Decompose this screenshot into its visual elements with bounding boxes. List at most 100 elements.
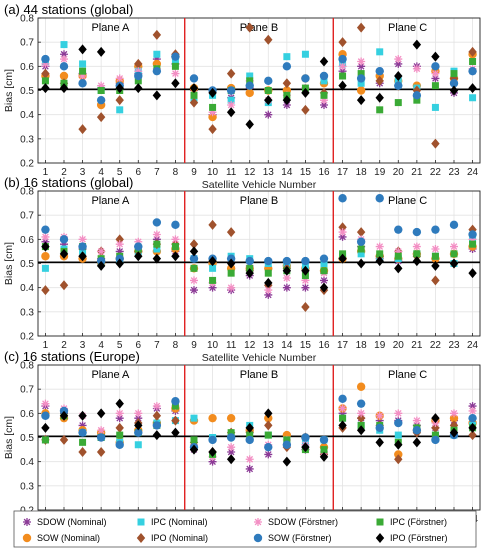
data-point-diamond [208,87,217,98]
y-tick-label: 0.2 [20,332,34,343]
data-point-circle [394,225,403,234]
data-point-diamond [171,78,180,89]
data-point-asterisk [431,245,440,253]
x-tick-label: 11 [226,340,237,351]
data-point-diamond [134,420,143,431]
data-point-asterisk [320,101,328,109]
data-point-asterisk [394,247,403,256]
plane-label: Plane A [91,195,130,207]
data-point-circle [78,428,87,437]
data-point-asterisk [357,57,366,66]
x-tick-label: 20 [393,340,405,351]
x-tick-label: 16 [318,340,330,351]
data-point-circle [78,242,87,251]
legend-box [13,510,477,548]
data-point-asterisk [171,69,180,78]
data-point-diamond [96,46,106,57]
y-tick-label: 0.4 [20,283,34,294]
data-point-asterisk [60,55,68,64]
data-point-circle [301,433,310,442]
x-tick-label: 2 [61,340,67,351]
data-point-circle [449,79,459,88]
data-point-diamond [356,22,366,33]
data-point-diamond [41,83,50,94]
data-point-diamond [171,251,180,262]
data-point-asterisk [115,409,124,418]
data-point-square [376,48,384,56]
data-point-square [153,240,161,248]
data-point-diamond [245,119,254,130]
y-tick-label: 0.8 [20,187,34,198]
data-point-diamond [115,422,124,433]
data-point-circle [245,256,254,266]
legend-label: IPC (Förstner) [390,517,447,527]
data-point-asterisk [338,409,347,418]
data-point-diamond [226,258,236,269]
x-tick-label: 15 [300,340,312,351]
legend-item: SDOW (Nominal) [23,517,107,527]
legend-marker-circle [253,533,263,543]
data-point-square [357,79,365,87]
x-tick-label: 12 [244,340,256,351]
data-point-diamond [264,95,273,106]
data-point-circle [282,256,292,266]
y-tick-label: 0.4 [20,110,34,121]
x-tick-label: 16 [318,167,330,178]
data-point-circle [449,220,459,230]
data-point-square [190,414,198,422]
legend-marker-square [376,518,384,526]
data-point-square [320,91,328,99]
data-point-asterisk [227,283,236,292]
data-point-asterisk [134,409,143,418]
data-point-asterisk [97,426,106,435]
data-point-square [431,252,439,260]
data-point-asterisk [208,108,217,117]
data-point-asterisk [264,110,273,119]
data-point-square [376,106,384,114]
chart-panel-1: 0.20.30.40.50.60.70.81 2 3 4 5 6 7 8 9 10 11 12 13 14… [3,2,481,191]
x-axis-label: Satellite Vehicle Number [202,352,317,364]
legend-label: SOW (Nominal) [37,533,100,543]
data-point-circle [208,413,217,423]
data-point-asterisk [227,443,236,452]
data-point-diamond [301,302,310,312]
data-point-diamond [301,265,310,276]
data-point-diamond [394,71,403,81]
data-point-asterisk [301,283,310,292]
y-tick-label: 0.7 [20,385,34,396]
data-points [41,194,477,312]
data-point-square [357,70,365,78]
data-point-square [209,264,217,272]
data-point-diamond [59,248,69,259]
legend-label: IPC (Nominal) [151,517,208,527]
data-point-circle [245,81,254,90]
data-point-circle [375,66,384,76]
data-point-diamond [301,442,310,453]
x-tick-label: 9 [191,167,197,178]
data-point-asterisk [134,67,143,76]
data-point-diamond [115,398,124,409]
data-point-circle [431,435,440,445]
data-point-circle [375,194,384,203]
x-tick-label: 1 [43,340,49,351]
data-point-diamond [282,95,292,106]
data-point-circle [356,382,366,391]
data-point-square [79,67,87,75]
x-tick-label: 17 [337,340,349,351]
legend: SDOW (Nominal) IPC (Nominal) SDOW (Förstne… [13,510,477,548]
y-tick-label: 0.3 [20,481,34,492]
x-tick-label: 15 [300,167,312,178]
data-point-square [394,252,402,260]
data-point-diamond [189,246,199,257]
data-point-circle [431,62,440,71]
x-tick-label: 8 [173,167,179,178]
x-tick-label: 4 [98,167,104,178]
data-point-square [171,62,179,70]
data-point-diamond [189,444,199,455]
data-point-asterisk [245,464,254,473]
data-point-asterisk [338,404,347,413]
data-point-square [190,91,198,99]
data-point-diamond [134,251,143,262]
data-point-circle [356,237,366,246]
data-point-diamond [375,92,384,103]
